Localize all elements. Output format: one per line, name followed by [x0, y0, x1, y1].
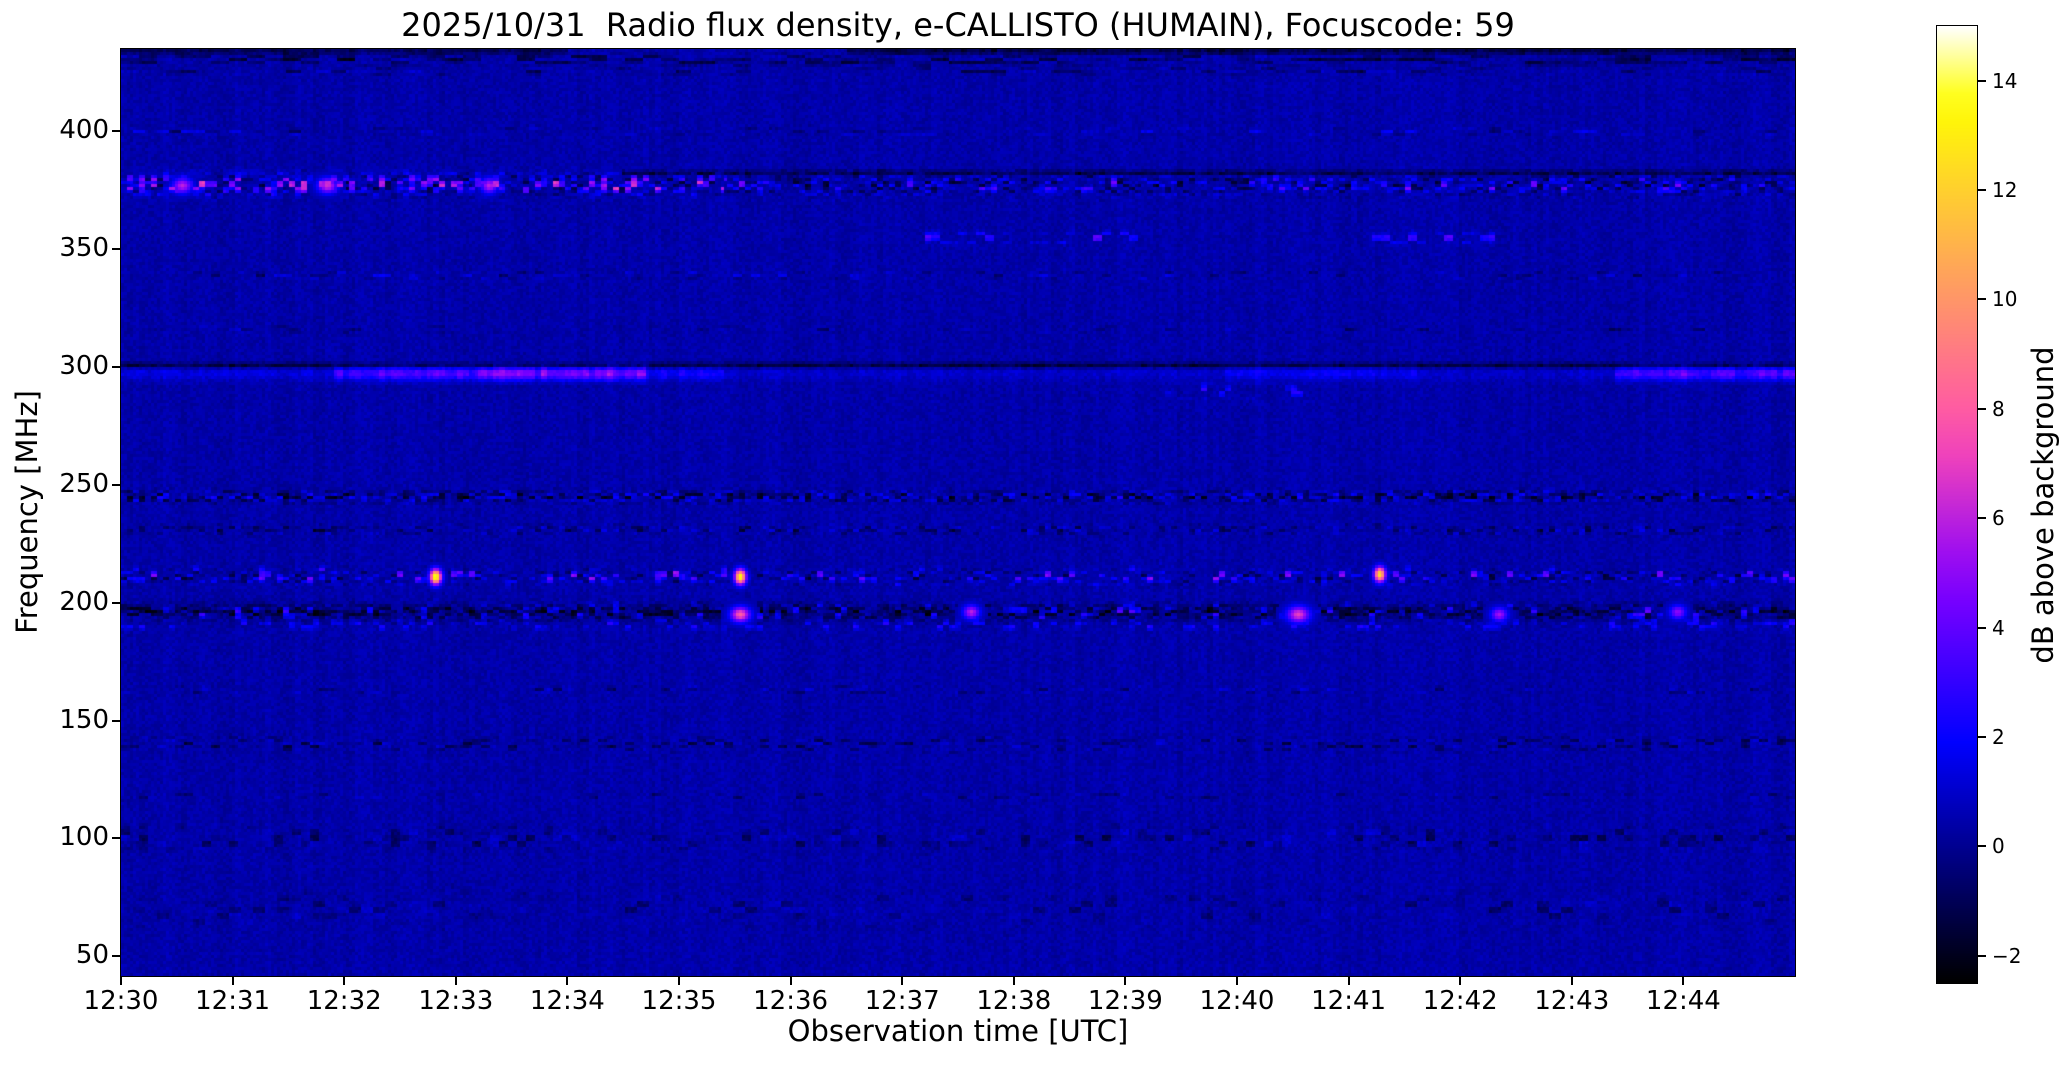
y-tick-mark — [112, 483, 121, 486]
x-tick-mark — [1236, 977, 1238, 985]
x-tick-mark — [1124, 977, 1127, 985]
x-tick-mark — [901, 977, 904, 985]
x-tick-label: 12:33 — [418, 986, 494, 1016]
y-tick-label: 200 — [59, 586, 109, 617]
colorbar-tick-mark — [1978, 407, 1986, 410]
y-tick-label: 350 — [59, 233, 109, 264]
y-tick-label: 50 — [75, 940, 109, 971]
x-tick-mark — [343, 977, 346, 985]
colorbar-tick-mark — [1978, 517, 1986, 520]
colorbar-tick-label: 8 — [1992, 396, 2005, 421]
x-tick-label: 12:38 — [976, 986, 1052, 1016]
colorbar-tick-mark — [1978, 626, 1986, 629]
y-tick-label: 400 — [59, 115, 109, 146]
colorbar-tick-mark — [1978, 298, 1986, 301]
colorbar-tick-label: 6 — [1992, 506, 2005, 531]
colorbar-tick-mark — [1978, 845, 1986, 848]
x-tick-mark — [1012, 977, 1015, 985]
x-tick-mark — [566, 977, 569, 985]
y-tick-label: 150 — [59, 704, 109, 735]
x-tick-label: 12:41 — [1311, 986, 1387, 1016]
spectrogram-canvas — [120, 48, 1796, 977]
x-tick-mark — [1570, 977, 1573, 985]
y-tick-mark — [112, 601, 121, 604]
y-tick-mark — [112, 248, 121, 251]
x-tick-label: 12:37 — [864, 986, 940, 1016]
colorbar-tick-mark — [1978, 954, 1986, 957]
colorbar-tick-label: 12 — [1992, 178, 2018, 203]
colorbar-tick-mark — [1978, 79, 1986, 82]
colorbar-tick-mark — [1978, 189, 1986, 192]
y-tick-mark — [112, 130, 121, 133]
x-tick-label: 12:42 — [1422, 986, 1498, 1016]
colorbar-tick-label: 0 — [1992, 834, 2005, 859]
x-tick-mark — [120, 977, 122, 985]
y-tick-label: 300 — [59, 351, 109, 382]
colorbar-tick-label: 14 — [1992, 68, 2018, 93]
x-tick-mark — [678, 977, 680, 985]
figure-title: 2025/10/31 Radio flux density, e-CALLIST… — [401, 6, 1515, 44]
y-tick-mark — [112, 955, 121, 958]
x-tick-label: 12:39 — [1087, 986, 1163, 1016]
x-tick-label: 12:40 — [1199, 986, 1275, 1016]
y-tick-label: 250 — [59, 468, 109, 499]
colorbar-canvas — [1936, 25, 1978, 984]
x-tick-label: 12:31 — [195, 986, 271, 1016]
x-tick-mark — [1347, 977, 1350, 985]
y-tick-label: 100 — [59, 822, 109, 853]
x-tick-mark — [1459, 977, 1462, 985]
colorbar-label: dB above background — [2026, 346, 2060, 664]
y-tick-mark — [112, 837, 121, 840]
x-tick-mark — [231, 977, 234, 985]
y-tick-mark — [112, 366, 121, 369]
colorbar-tick-label: 4 — [1992, 615, 2005, 640]
x-tick-mark — [789, 977, 792, 985]
x-tick-label: 12:30 — [83, 986, 159, 1016]
colorbar-tick-mark — [1978, 735, 1986, 738]
x-tick-label: 12:43 — [1534, 986, 1610, 1016]
colorbar-tick-label: 2 — [1992, 724, 2005, 749]
colorbar-tick-label: 10 — [1992, 287, 2018, 312]
x-tick-label: 12:44 — [1645, 986, 1721, 1016]
x-tick-mark — [1682, 977, 1685, 985]
colorbar-tick-label: −2 — [1992, 943, 2022, 968]
x-axis-label: Observation time [UTC] — [787, 1014, 1129, 1048]
x-tick-mark — [454, 977, 457, 985]
x-tick-label: 12:36 — [753, 986, 829, 1016]
y-tick-mark — [112, 719, 121, 722]
x-tick-label: 12:34 — [529, 986, 605, 1016]
x-tick-label: 12:35 — [641, 986, 717, 1016]
x-tick-label: 12:32 — [306, 986, 382, 1016]
